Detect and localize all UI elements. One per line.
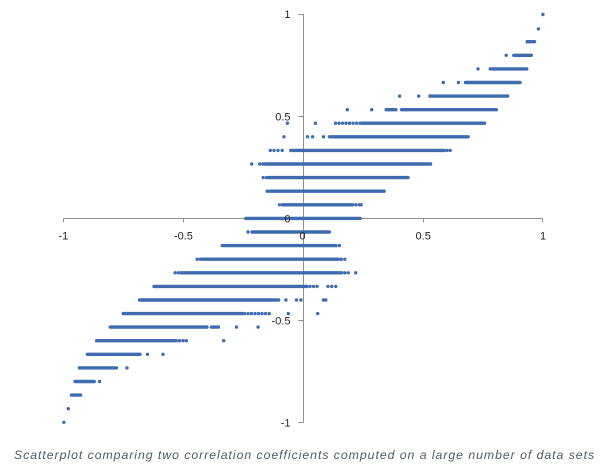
svg-text:-0.5: -0.5 — [272, 316, 291, 328]
svg-text:-1: -1 — [281, 418, 291, 430]
svg-text:0: 0 — [284, 213, 290, 225]
svg-text:0.5: 0.5 — [416, 231, 431, 243]
svg-text:0.5: 0.5 — [275, 111, 290, 123]
svg-text:-0.5: -0.5 — [174, 231, 193, 243]
svg-text:1: 1 — [284, 9, 290, 21]
svg-text:0: 0 — [300, 231, 306, 243]
svg-text:1: 1 — [540, 231, 546, 243]
svg-text:-1: -1 — [58, 231, 68, 243]
